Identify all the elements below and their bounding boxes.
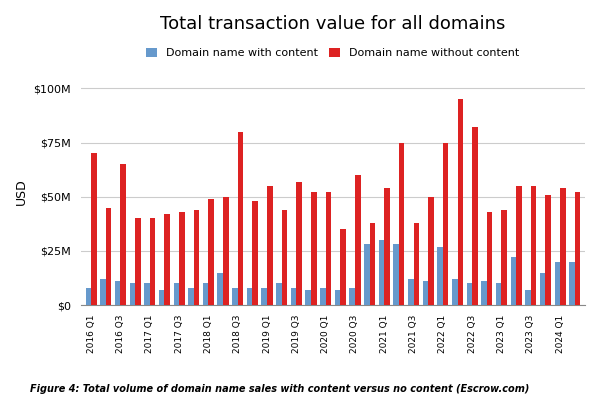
- Bar: [443, 143, 448, 305]
- Bar: [173, 284, 179, 305]
- Bar: [194, 210, 199, 305]
- Bar: [247, 288, 253, 305]
- Bar: [311, 192, 317, 305]
- Bar: [159, 290, 164, 305]
- Bar: [560, 188, 566, 305]
- Bar: [467, 284, 472, 305]
- Bar: [217, 272, 223, 305]
- Bar: [340, 229, 346, 305]
- Bar: [487, 212, 493, 305]
- Bar: [203, 284, 208, 305]
- Bar: [281, 210, 287, 305]
- Bar: [291, 288, 296, 305]
- Bar: [253, 201, 258, 305]
- Bar: [364, 244, 370, 305]
- Bar: [179, 212, 185, 305]
- Bar: [569, 262, 575, 305]
- Title: Total transaction value for all domains: Total transaction value for all domains: [160, 15, 506, 33]
- Bar: [130, 284, 135, 305]
- Bar: [135, 219, 140, 305]
- Bar: [575, 192, 580, 305]
- Bar: [370, 223, 375, 305]
- Y-axis label: USD: USD: [15, 178, 28, 205]
- Bar: [408, 279, 413, 305]
- Bar: [437, 247, 443, 305]
- Bar: [296, 182, 302, 305]
- Bar: [223, 197, 229, 305]
- Bar: [144, 284, 150, 305]
- Bar: [276, 284, 281, 305]
- Bar: [422, 281, 428, 305]
- Bar: [100, 279, 106, 305]
- Bar: [531, 186, 536, 305]
- Bar: [379, 240, 384, 305]
- Bar: [355, 175, 361, 305]
- Bar: [472, 128, 478, 305]
- Bar: [384, 188, 390, 305]
- Bar: [208, 199, 214, 305]
- Bar: [349, 288, 355, 305]
- Bar: [305, 290, 311, 305]
- Text: Figure 4: Total volume of domain name sales with content versus no content (Escr: Figure 4: Total volume of domain name sa…: [30, 384, 529, 394]
- Bar: [238, 132, 243, 305]
- Bar: [121, 164, 126, 305]
- Bar: [150, 219, 155, 305]
- Bar: [188, 288, 194, 305]
- Bar: [452, 279, 458, 305]
- Legend: Domain name with content, Domain name without content: Domain name with content, Domain name wi…: [142, 44, 524, 63]
- Bar: [326, 192, 331, 305]
- Bar: [511, 257, 516, 305]
- Bar: [335, 290, 340, 305]
- Bar: [540, 272, 545, 305]
- Bar: [262, 288, 267, 305]
- Bar: [164, 214, 170, 305]
- Bar: [413, 223, 419, 305]
- Bar: [496, 284, 502, 305]
- Bar: [399, 143, 404, 305]
- Bar: [394, 244, 399, 305]
- Bar: [525, 290, 531, 305]
- Bar: [320, 288, 326, 305]
- Bar: [115, 281, 121, 305]
- Bar: [86, 288, 91, 305]
- Bar: [428, 197, 434, 305]
- Bar: [106, 208, 112, 305]
- Bar: [481, 281, 487, 305]
- Bar: [502, 210, 507, 305]
- Bar: [232, 288, 238, 305]
- Bar: [516, 186, 521, 305]
- Bar: [554, 262, 560, 305]
- Bar: [267, 186, 272, 305]
- Bar: [458, 99, 463, 305]
- Bar: [91, 153, 97, 305]
- Bar: [545, 194, 551, 305]
